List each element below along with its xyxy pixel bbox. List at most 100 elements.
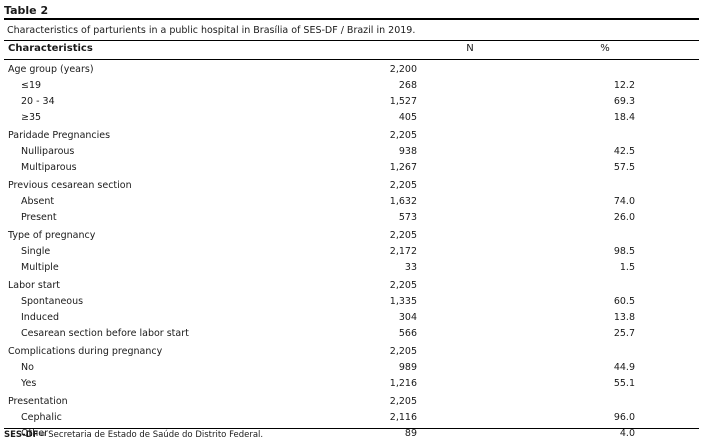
percent-value: 1.5 bbox=[619, 262, 635, 273]
table-caption: Characteristics of parturients in a publ… bbox=[7, 25, 416, 36]
n-value: 268 bbox=[398, 80, 417, 91]
category-label: Labor start bbox=[8, 280, 61, 291]
subcategory-label: ≥35 bbox=[21, 112, 42, 123]
n-value: 2,205 bbox=[389, 280, 417, 291]
table-row: Absent 1,632 74.0 bbox=[4, 194, 699, 210]
percent-value bbox=[575, 176, 699, 194]
header-bottom-rule bbox=[4, 59, 699, 60]
characteristics-table: Age group (years) 2,200 ≤19 268 12.2 20 - 34 1… bbox=[4, 62, 699, 442]
header-percent: % bbox=[600, 43, 610, 54]
table-row: Cesarean section before labor start 566 25… bbox=[4, 326, 699, 342]
table-row: Single 2,172 98.5 bbox=[4, 244, 699, 260]
subcategory-label: Present bbox=[21, 212, 57, 223]
percent-value bbox=[575, 62, 699, 78]
percent-value: 44.9 bbox=[613, 362, 635, 373]
percent-value bbox=[575, 392, 699, 410]
percent-value: 60.5 bbox=[613, 296, 635, 307]
n-value: 2,205 bbox=[389, 346, 417, 357]
footnote-text: Secretaria de Estado de Saúde do Distrit… bbox=[45, 430, 264, 440]
category-row: Age group (years) 2,200 bbox=[4, 62, 699, 78]
percent-value: 13.8 bbox=[613, 312, 635, 323]
percent-value: 74.0 bbox=[613, 196, 635, 207]
category-label: Complications during pregnancy bbox=[8, 346, 163, 357]
n-value: 1,267 bbox=[389, 162, 417, 173]
category-label: Presentation bbox=[8, 396, 68, 407]
category-row: Presentation 2,205 bbox=[4, 392, 699, 410]
n-value: 938 bbox=[398, 146, 417, 157]
percent-value: 98.5 bbox=[613, 246, 635, 257]
n-value: 573 bbox=[398, 212, 417, 223]
n-value: 405 bbox=[398, 112, 417, 123]
percent-value bbox=[575, 126, 699, 144]
n-value: 1,527 bbox=[389, 96, 417, 107]
percent-value bbox=[575, 342, 699, 360]
category-label: Paridade Pregnancies bbox=[8, 130, 111, 141]
percent-value: 26.0 bbox=[613, 212, 635, 223]
subcategory-label: 20 - 34 bbox=[21, 96, 55, 107]
table-row: Other 89 4.0 bbox=[4, 426, 699, 442]
subcategory-label: Spontaneous bbox=[21, 296, 84, 307]
percent-value: 96.0 bbox=[613, 412, 635, 423]
header-n: N bbox=[466, 43, 474, 54]
subcategory-label: Multiparous bbox=[21, 162, 77, 173]
n-value: 1,335 bbox=[389, 296, 417, 307]
table-body: Age group (years) 2,200 ≤19 268 12.2 20 - 34 1… bbox=[4, 62, 699, 442]
category-row: Complications during pregnancy 2,205 bbox=[4, 342, 699, 360]
table-row: Nulliparous 938 42.5 bbox=[4, 144, 699, 160]
table-row: Multiple 33 1.5 bbox=[4, 260, 699, 276]
subcategory-label: No bbox=[21, 362, 34, 373]
n-value: 1,216 bbox=[389, 378, 417, 389]
header-characteristics: Characteristics bbox=[8, 43, 93, 54]
percent-value: 25.7 bbox=[613, 328, 635, 339]
n-value: 2,200 bbox=[389, 64, 417, 75]
percent-value: 12.2 bbox=[613, 80, 635, 91]
subcategory-label: Nulliparous bbox=[21, 146, 75, 157]
percent-value: 57.5 bbox=[613, 162, 635, 173]
n-value: 2,205 bbox=[389, 130, 417, 141]
n-value: 2,116 bbox=[389, 412, 417, 423]
header-top-rule bbox=[4, 40, 699, 41]
category-row: Type of pregnancy 2,205 bbox=[4, 226, 699, 244]
n-value: 989 bbox=[398, 362, 417, 373]
n-value: 304 bbox=[398, 312, 417, 323]
footnote: SES-DF= Secretaria de Estado de Saúde do… bbox=[4, 430, 263, 440]
percent-value: 18.4 bbox=[613, 112, 635, 123]
category-row: Paridade Pregnancies 2,205 bbox=[4, 126, 699, 144]
table-row: 20 - 34 1,527 69.3 bbox=[4, 94, 699, 110]
percent-value: 55.1 bbox=[613, 378, 635, 389]
n-value: 566 bbox=[398, 328, 417, 339]
table-row: Cephalic 2,116 96.0 bbox=[4, 410, 699, 426]
table-row: ≤19 268 12.2 bbox=[4, 78, 699, 94]
n-value: 2,205 bbox=[389, 396, 417, 407]
percent-value bbox=[575, 226, 699, 244]
subcategory-label: Induced bbox=[21, 312, 59, 323]
table-row: Present 573 26.0 bbox=[4, 210, 699, 226]
category-label: Age group (years) bbox=[8, 64, 94, 75]
percent-value: 42.5 bbox=[613, 146, 635, 157]
table-label: Table 2 bbox=[4, 4, 49, 17]
n-value: 1,632 bbox=[389, 196, 417, 207]
n-value: 89 bbox=[404, 428, 417, 439]
percent-value bbox=[575, 276, 699, 294]
subcategory-label: Absent bbox=[21, 196, 55, 207]
bottom-rule bbox=[4, 428, 699, 429]
category-label: Previous cesarean section bbox=[8, 180, 132, 191]
n-value: 2,205 bbox=[389, 180, 417, 191]
subcategory-label: Cesarean section before labor start bbox=[21, 328, 189, 339]
table-row: Yes 1,216 55.1 bbox=[4, 376, 699, 392]
subcategory-label: Single bbox=[21, 246, 51, 257]
subcategory-label: Cephalic bbox=[21, 412, 62, 423]
n-value: 2,172 bbox=[389, 246, 417, 257]
table-row: Spontaneous 1,335 60.5 bbox=[4, 294, 699, 310]
table-row: Multiparous 1,267 57.5 bbox=[4, 160, 699, 176]
percent-value: 69.3 bbox=[613, 96, 635, 107]
category-row: Previous cesarean section 2,205 bbox=[4, 176, 699, 194]
subcategory-label: Multiple bbox=[21, 262, 59, 273]
category-row: Labor start 2,205 bbox=[4, 276, 699, 294]
table-row: Induced 304 13.8 bbox=[4, 310, 699, 326]
n-value: 2,205 bbox=[389, 230, 417, 241]
category-label: Type of pregnancy bbox=[8, 230, 96, 241]
subcategory-label: ≤19 bbox=[21, 80, 42, 91]
n-value: 33 bbox=[404, 262, 417, 273]
footnote-abbreviation: SES-DF= bbox=[4, 430, 46, 440]
